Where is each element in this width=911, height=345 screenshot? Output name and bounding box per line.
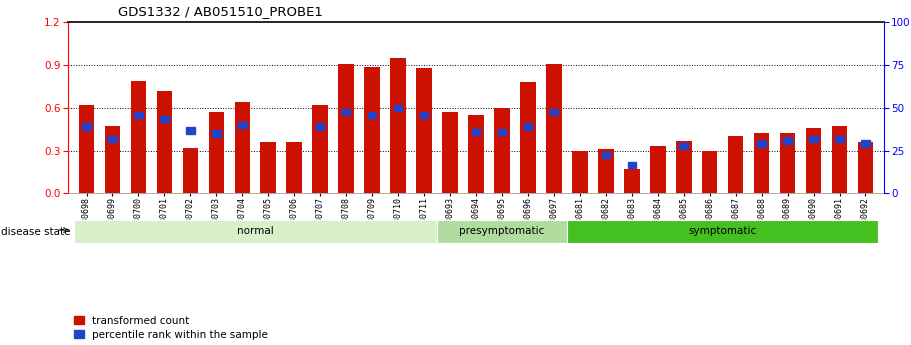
- Bar: [286, 142, 302, 193]
- Bar: [238, 122, 247, 128]
- Bar: [783, 137, 792, 144]
- Bar: [567, 220, 878, 243]
- Bar: [234, 102, 251, 193]
- Bar: [368, 112, 376, 118]
- Bar: [835, 136, 844, 142]
- Bar: [186, 127, 195, 134]
- Bar: [78, 105, 95, 193]
- Bar: [728, 136, 743, 193]
- Bar: [157, 91, 172, 193]
- Bar: [390, 58, 406, 193]
- Bar: [437, 220, 567, 243]
- Bar: [601, 151, 610, 158]
- Bar: [497, 129, 507, 135]
- Text: symptomatic: symptomatic: [689, 227, 757, 236]
- Bar: [212, 130, 220, 137]
- Bar: [108, 136, 117, 142]
- Bar: [832, 126, 847, 193]
- Bar: [261, 142, 276, 193]
- Bar: [468, 115, 484, 193]
- Bar: [546, 64, 562, 193]
- Bar: [416, 68, 432, 193]
- Bar: [209, 112, 224, 193]
- Bar: [130, 81, 147, 193]
- Bar: [628, 161, 636, 168]
- Bar: [312, 105, 328, 193]
- Text: GDS1332 / AB051510_PROBE1: GDS1332 / AB051510_PROBE1: [118, 5, 323, 18]
- Text: normal: normal: [237, 227, 273, 236]
- Bar: [520, 82, 536, 193]
- Bar: [598, 149, 614, 193]
- Bar: [809, 136, 818, 142]
- Bar: [650, 146, 666, 193]
- Bar: [757, 140, 766, 147]
- Bar: [572, 150, 588, 193]
- Bar: [182, 148, 199, 193]
- Bar: [701, 150, 718, 193]
- Bar: [420, 112, 428, 118]
- Bar: [857, 142, 874, 193]
- Bar: [316, 123, 324, 129]
- Bar: [394, 105, 403, 111]
- Text: disease state: disease state: [1, 227, 70, 237]
- Bar: [82, 123, 91, 129]
- Bar: [861, 140, 870, 147]
- Bar: [74, 220, 437, 243]
- Bar: [472, 129, 480, 135]
- Text: presymptomatic: presymptomatic: [459, 227, 545, 236]
- Legend: transformed count, percentile rank within the sample: transformed count, percentile rank withi…: [74, 316, 268, 340]
- Bar: [780, 134, 795, 193]
- Bar: [624, 169, 640, 193]
- Bar: [676, 140, 691, 193]
- Bar: [753, 134, 770, 193]
- Bar: [805, 128, 822, 193]
- Bar: [342, 109, 351, 115]
- Bar: [338, 64, 354, 193]
- Bar: [549, 109, 558, 115]
- Bar: [160, 116, 169, 122]
- Bar: [494, 108, 510, 193]
- Bar: [442, 112, 458, 193]
- Bar: [524, 123, 532, 129]
- Bar: [680, 143, 688, 149]
- Bar: [105, 126, 120, 193]
- Bar: [134, 112, 143, 118]
- Bar: [364, 67, 380, 193]
